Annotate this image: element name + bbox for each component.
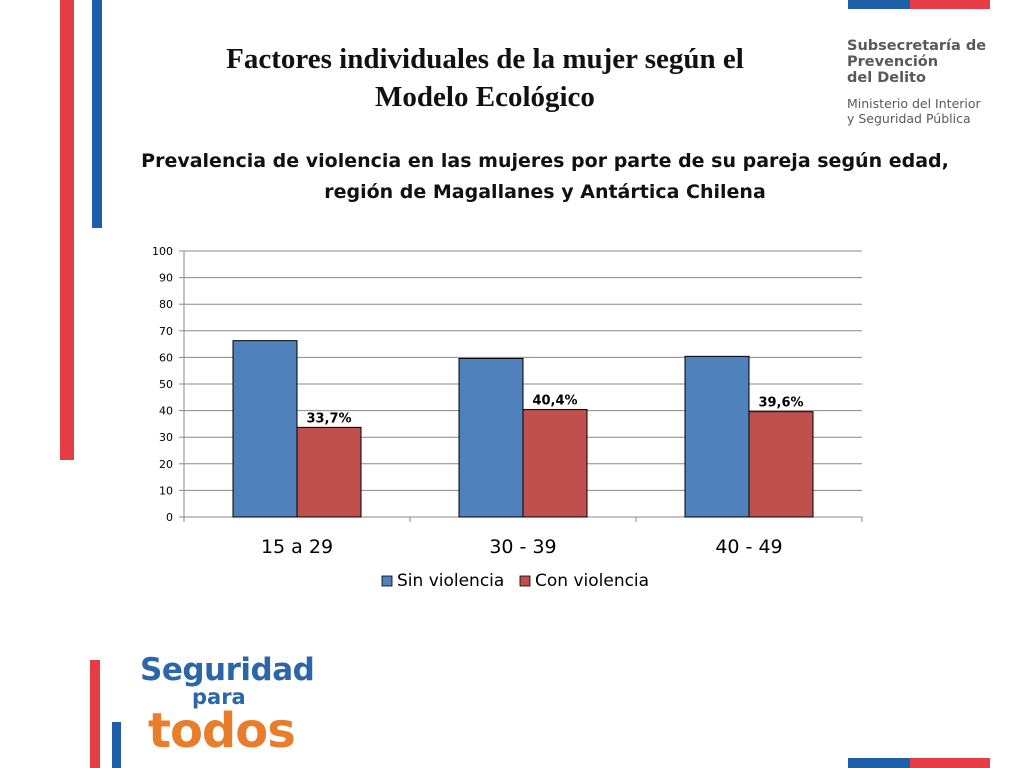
y-tick-label: 10 [159,484,173,497]
top-right-blue-stripe [848,0,910,9]
legend-label: Con violencia [535,571,649,591]
seguridad-para-todos-logo: Seguridad para todos [140,652,340,756]
bar-sin-violencia [684,355,750,518]
bar-con-violencia [748,411,814,518]
y-tick-label: 70 [159,325,173,338]
y-tick-label: 50 [159,378,173,391]
legend-label: Sin violencia [397,571,504,591]
data-label: 39,6% [758,396,803,411]
y-tick-label: 40 [159,405,173,418]
chart-title: Prevalencia de violencia en las mujeres … [130,146,960,208]
bar-sin-violencia [458,357,524,518]
chart-title-line-1: Prevalencia de violencia en las mujeres … [141,150,949,172]
data-label: 40,4% [532,394,577,409]
ministry-logo: Subsecretaría de Prevención del Delito M… [847,38,1017,126]
top-left-red-stripe [60,0,74,460]
legend-swatch [519,575,531,587]
top-right-red-stripe [910,0,990,9]
y-tick-label: 60 [159,351,173,364]
y-tick-label: 0 [166,511,173,524]
bar-con-violencia [296,426,362,518]
ministry-logo-line-5: y Seguridad Pública [847,111,971,126]
logo-word-para: para [192,685,246,709]
y-tick-label: 30 [159,431,173,444]
y-tick-label: 80 [159,298,173,311]
bottom-left-red-stripe [90,660,100,768]
y-tick-label: 90 [159,272,173,285]
bar-chart: 0 10 20 30 40 50 60 70 80 90 100 33,7% 15 a 29 40,4% 3… [152,245,863,591]
slide-title-line-1: Factores individuales de la mujer según … [226,43,744,75]
logo-word-seguridad: Seguridad [140,652,315,688]
chart-title-line-2: región de Magallanes y Antártica Chilena [324,181,766,203]
bottom-left-blue-stripe [112,722,121,768]
logo-word-todos: todos [148,703,296,759]
x-tick-label: 30 - 39 [489,536,556,558]
y-tick-label: 20 [159,458,173,471]
bar-con-violencia [522,409,588,518]
bottom-right-red-stripe [910,758,990,768]
slide-title-line-2: Modelo Ecológico [375,81,595,113]
ministry-logo-line-4: Ministerio del Interior [847,96,981,111]
ministry-logo-line-2: Prevención [847,54,939,70]
y-tick-label: 100 [152,245,173,258]
bar-sin-violencia [232,340,298,518]
data-label: 33,7% [306,411,351,426]
top-left-blue-stripe [92,0,102,228]
ministry-logo-line-1: Subsecretaría de [847,38,987,54]
slide-title: Factores individuales de la mujer según … [160,40,810,116]
x-tick-label: 40 - 49 [715,536,782,558]
bottom-right-blue-stripe [848,758,910,768]
ministry-logo-line-3: del Delito [847,70,926,86]
legend-swatch [381,575,393,587]
x-tick-label: 15 a 29 [261,536,333,558]
